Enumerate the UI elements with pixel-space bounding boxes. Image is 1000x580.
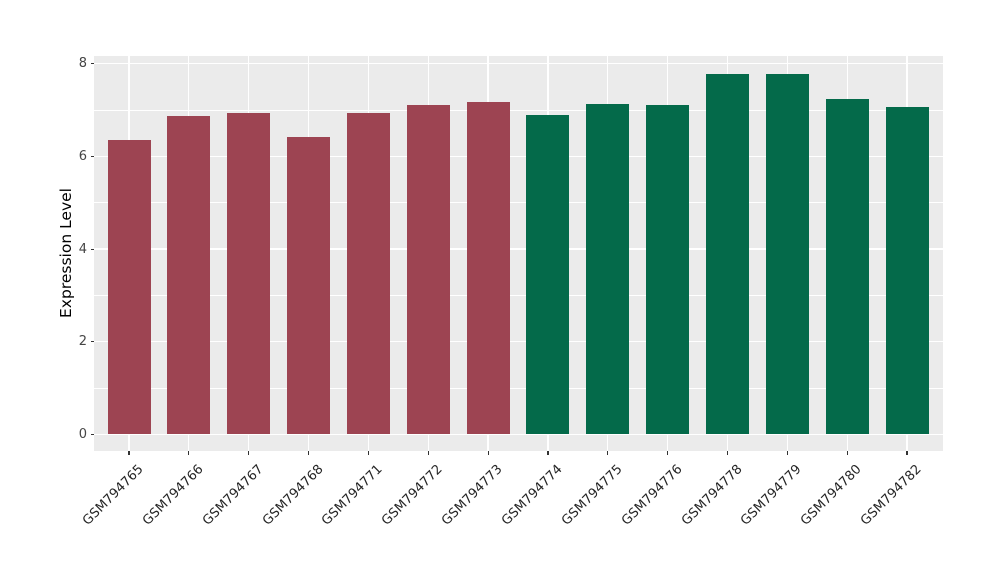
y-tick-mark	[90, 433, 94, 436]
x-tick-mark	[128, 451, 130, 455]
h-gridline-minor	[94, 109, 943, 111]
bar	[466, 102, 510, 435]
x-tick-label: GSM794765	[80, 462, 147, 529]
x-tick-label: GSM794780	[798, 462, 865, 529]
bar	[287, 136, 331, 435]
h-gridline-major	[94, 341, 943, 343]
x-tick-label: GSM794773	[439, 462, 506, 529]
h-gridline-minor	[94, 387, 943, 389]
x-tick-label: GSM794771	[319, 462, 386, 529]
y-tick-mark	[90, 248, 94, 250]
x-tick-label: GSM794782	[858, 462, 925, 529]
h-gridline-minor	[94, 295, 943, 296]
x-tick-label: GSM794774	[498, 462, 566, 529]
x-tick-mark	[307, 451, 310, 455]
y-tick-label: 0	[78, 427, 87, 442]
bar	[107, 139, 151, 435]
x-tick-mark	[487, 451, 489, 455]
h-gridline-major	[94, 155, 943, 158]
x-tick-label: GSM794779	[738, 462, 805, 529]
bar	[885, 107, 929, 435]
h-gridline-minor	[94, 202, 943, 204]
y-tick-label: 8	[78, 56, 87, 72]
x-tick-label: GSM794775	[558, 462, 626, 529]
h-gridline-major	[94, 248, 943, 250]
x-tick-label: GSM794766	[139, 462, 207, 529]
y-tick-label: 6	[78, 148, 87, 164]
bar	[406, 105, 450, 435]
y-tick-label: 4	[78, 241, 87, 257]
bar	[346, 112, 390, 435]
x-tick-mark	[248, 451, 250, 455]
bar	[227, 112, 271, 435]
x-tick-mark	[846, 451, 848, 455]
plot-panel	[94, 56, 943, 451]
h-gridline-major	[94, 433, 943, 436]
y-tick-mark	[90, 155, 94, 157]
x-tick-label: GSM794772	[379, 462, 446, 529]
x-tick-mark	[367, 451, 369, 455]
x-tick-mark	[607, 451, 609, 455]
x-tick-mark	[188, 451, 190, 455]
x-tick-label: GSM794768	[259, 462, 327, 529]
x-tick-mark	[427, 451, 429, 455]
x-tick-mark	[906, 451, 908, 455]
bar	[526, 114, 570, 435]
y-tick-mark	[90, 341, 94, 343]
bar	[825, 99, 869, 435]
x-tick-label: GSM794767	[199, 462, 267, 529]
x-tick-mark	[667, 451, 669, 455]
bar	[646, 104, 690, 435]
x-tick-mark	[726, 451, 729, 455]
x-tick-label: GSM794778	[678, 462, 746, 529]
y-tick-mark	[90, 63, 94, 65]
y-tick-label: 2	[78, 334, 87, 350]
x-tick-mark	[786, 451, 788, 455]
bar	[765, 74, 809, 435]
x-tick-mark	[547, 451, 549, 455]
h-gridline-major	[94, 63, 943, 65]
bar	[167, 116, 211, 435]
bar	[706, 74, 749, 435]
x-tick-label: GSM794776	[618, 462, 686, 529]
bar	[586, 104, 630, 435]
